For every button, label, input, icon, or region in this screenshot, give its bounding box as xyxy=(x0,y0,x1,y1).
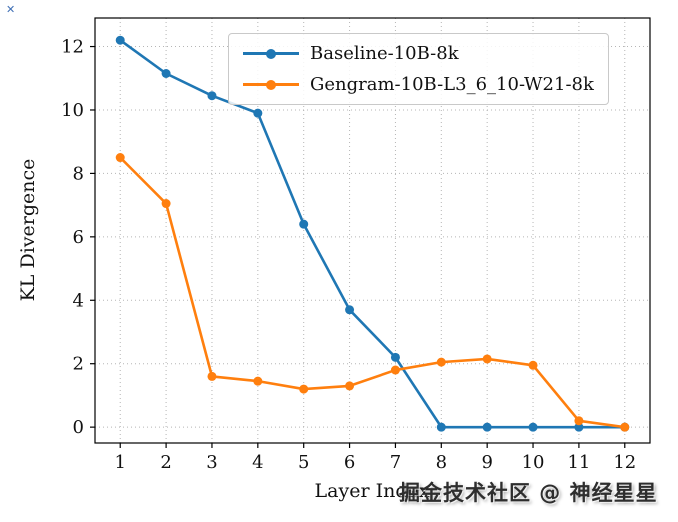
legend-label: Gengram-10B-L3_6_10-W21-8k xyxy=(310,74,594,95)
y-tick-label: 8 xyxy=(73,163,84,184)
legend-line-marker-icon xyxy=(243,48,299,59)
x-tick-label: 4 xyxy=(252,452,263,473)
y-axis-label: KL Divergence xyxy=(17,158,39,302)
x-tick-label: 11 xyxy=(567,452,590,473)
y-tick-label: 10 xyxy=(61,100,84,121)
series-marker-0 xyxy=(161,69,171,79)
x-axis-label: Layer Index xyxy=(314,480,430,502)
corner-mark-icon: ✕ xyxy=(6,3,16,16)
series-marker-1 xyxy=(574,416,584,426)
series-marker-1 xyxy=(161,199,171,209)
series-marker-1 xyxy=(345,381,355,391)
x-tick-label: 7 xyxy=(390,452,401,473)
series-marker-1 xyxy=(528,360,538,370)
series-marker-0 xyxy=(390,352,400,362)
watermark: 掘金技术社区 @ 神经星星 xyxy=(399,481,658,505)
series-marker-0 xyxy=(574,422,584,432)
y-tick-label: 4 xyxy=(73,290,84,311)
series-marker-1 xyxy=(207,371,217,381)
series-marker-0 xyxy=(436,422,446,432)
plot-frame xyxy=(94,17,651,444)
x-tick-label: 10 xyxy=(522,452,545,473)
y-tick-label: 12 xyxy=(61,37,84,58)
series-line-0 xyxy=(118,38,627,429)
legend-line-marker-icon xyxy=(243,79,299,90)
series-marker-0 xyxy=(528,422,538,432)
x-tick-label: 6 xyxy=(344,452,355,473)
x-tick-label: 12 xyxy=(613,452,636,473)
legend-label: Baseline-10B-8k xyxy=(310,43,459,64)
legend-entry-0: Baseline-10B-8k xyxy=(243,43,594,64)
series-marker-0 xyxy=(299,219,309,229)
series-marker-0 xyxy=(482,422,492,432)
series-marker-1 xyxy=(299,384,309,394)
series-marker-0 xyxy=(115,35,125,45)
series-marker-1 xyxy=(390,365,400,375)
x-tick-label: 3 xyxy=(206,452,217,473)
x-tick-label: 1 xyxy=(115,452,126,473)
series-marker-0 xyxy=(207,91,217,101)
legend-entry-1: Gengram-10B-L3_6_10-W21-8k xyxy=(243,74,594,95)
series-marker-0 xyxy=(253,108,263,118)
x-tick-label: 8 xyxy=(436,452,447,473)
y-tick-label: 2 xyxy=(73,354,84,375)
y-tick-label: 0 xyxy=(73,417,84,438)
series-marker-1 xyxy=(115,153,125,163)
y-tick-label: 6 xyxy=(73,227,84,248)
series-marker-1 xyxy=(482,354,492,364)
series-marker-1 xyxy=(620,422,630,432)
x-tick-label: 9 xyxy=(481,452,492,473)
series-line-1 xyxy=(118,156,627,429)
legend: Baseline-10B-8k Gengram-10B-L3_6_10-W21-8… xyxy=(228,33,609,105)
x-tick-label: 2 xyxy=(160,452,171,473)
series-marker-1 xyxy=(436,357,446,367)
series-marker-0 xyxy=(345,305,355,315)
x-tick-label: 5 xyxy=(298,452,309,473)
series-marker-1 xyxy=(253,376,263,386)
